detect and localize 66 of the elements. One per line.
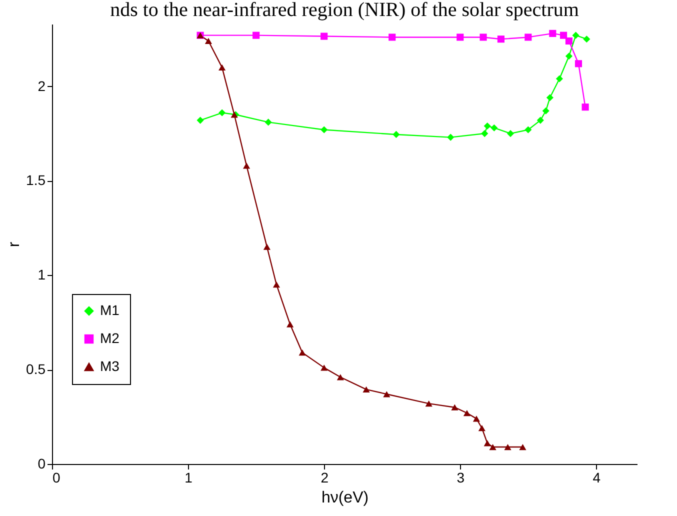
point — [480, 34, 487, 41]
y-axis-title: r — [6, 241, 24, 248]
point — [519, 444, 526, 450]
x-tick-label: 3 — [456, 470, 465, 486]
y-tick-label: 1.5 — [26, 172, 46, 188]
point — [524, 34, 532, 41]
point — [565, 37, 573, 45]
legend-label: M1 — [100, 302, 120, 318]
point — [504, 444, 512, 450]
x-axis-title: hν(eV) — [321, 490, 369, 506]
x-tick-label: 4 — [592, 470, 601, 486]
x-tick-label: 2 — [320, 470, 329, 486]
point — [218, 64, 226, 70]
point — [582, 104, 589, 111]
y-tick-label: 0.5 — [26, 361, 46, 378]
point — [336, 374, 344, 380]
point — [574, 60, 582, 68]
point — [264, 118, 272, 126]
point — [549, 30, 556, 37]
point — [478, 425, 486, 432]
point — [320, 364, 328, 371]
chart-title: nds to the near-infrared region (NIR) of the solar spectrum — [110, 0, 580, 21]
point — [542, 107, 550, 114]
point — [484, 122, 491, 130]
point — [263, 244, 270, 250]
point — [218, 109, 226, 116]
point — [463, 410, 470, 416]
point — [565, 52, 573, 60]
point — [536, 116, 544, 124]
point — [272, 282, 280, 288]
x-tick-label: 1 — [184, 470, 193, 486]
y-tick-label: 0 — [38, 456, 46, 472]
point — [506, 130, 514, 138]
point — [490, 124, 498, 132]
point — [489, 444, 496, 450]
point — [456, 34, 464, 41]
point — [320, 126, 328, 134]
point — [447, 134, 454, 141]
point — [497, 36, 504, 43]
point — [392, 130, 400, 138]
point — [572, 32, 580, 39]
point — [425, 400, 432, 407]
point — [320, 32, 328, 40]
y-tick-label: 1 — [38, 266, 46, 283]
point — [388, 34, 396, 41]
point — [252, 32, 260, 39]
point — [472, 416, 480, 422]
y-tick-label: 2 — [38, 78, 46, 94]
point — [583, 36, 590, 43]
point — [362, 386, 370, 392]
point — [451, 404, 458, 410]
point — [196, 116, 204, 124]
point — [383, 391, 390, 398]
point — [484, 440, 491, 446]
point — [481, 130, 488, 138]
point — [560, 32, 568, 39]
point — [298, 350, 306, 356]
point — [546, 94, 554, 102]
point — [286, 321, 294, 328]
point — [204, 38, 212, 44]
x-tick-label: 0 — [52, 470, 60, 486]
point — [524, 126, 532, 134]
point — [243, 162, 250, 169]
legend-label: M2 — [100, 330, 120, 346]
legend-label: M3 — [100, 358, 120, 374]
point — [556, 75, 563, 82]
